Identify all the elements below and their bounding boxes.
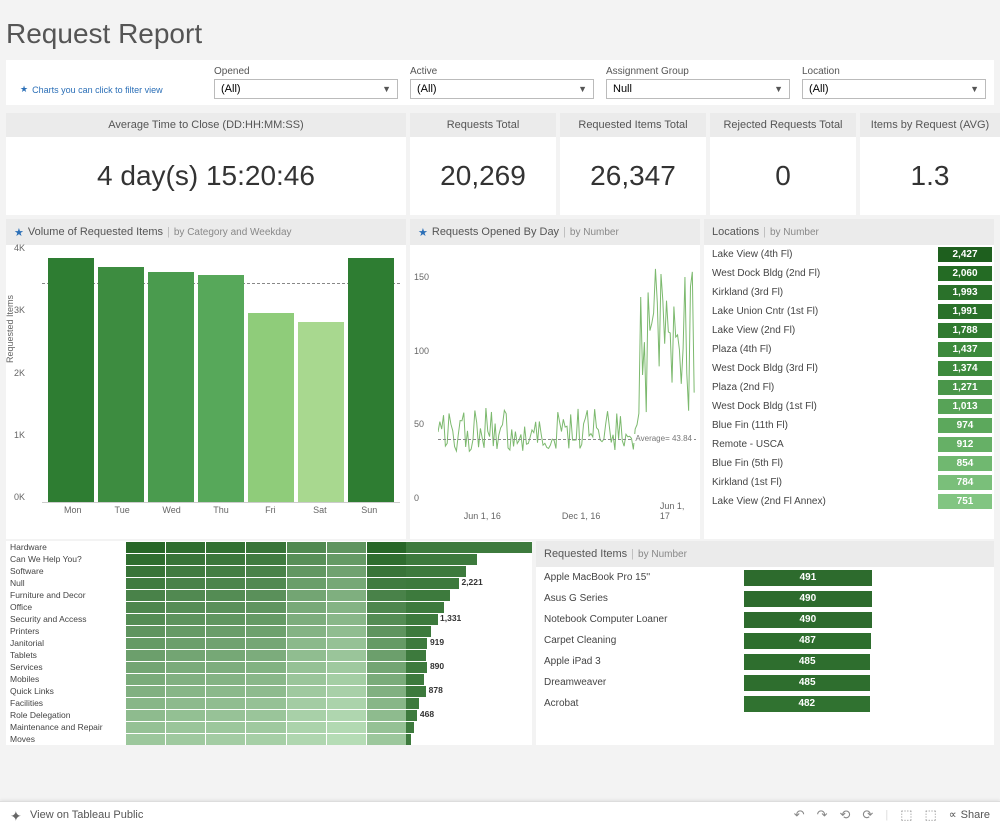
location-row[interactable]: West Dock Bldg (3rd Fl)1,374 bbox=[704, 359, 994, 378]
location-row[interactable]: Lake View (2nd Fl Annex)751 bbox=[704, 492, 994, 511]
heatmap-row[interactable]: Moves bbox=[6, 733, 532, 745]
share-button[interactable]: ∝ Share bbox=[949, 808, 990, 821]
opened-line-chart[interactable]: 050100150Jun 1, 16Dec 1, 16Jun 1, 17Aver… bbox=[410, 245, 700, 539]
requested-item-row[interactable]: Apple MacBook Pro 15'' 491 bbox=[536, 567, 994, 588]
alert-icon[interactable]: ⬚ bbox=[924, 807, 936, 823]
star-icon: ★ bbox=[14, 226, 24, 239]
kpi-header: Requested Items Total bbox=[560, 113, 706, 137]
refresh-icon[interactable]: ⟳ bbox=[862, 807, 873, 823]
star-icon: ★ bbox=[20, 84, 28, 95]
locations-list[interactable]: Lake View (4th Fl)2,427West Dock Bldg (2… bbox=[704, 245, 994, 539]
page-title: Request Report bbox=[6, 6, 994, 60]
filter-select-opened[interactable]: (All)▼ bbox=[214, 79, 398, 99]
heatmap-row[interactable]: Furniture and Decor bbox=[6, 589, 532, 601]
location-row[interactable]: West Dock Bldg (2nd Fl)2,060 bbox=[704, 264, 994, 283]
location-row[interactable]: Lake Union Cntr (1st Fl)1,991 bbox=[704, 302, 994, 321]
heatmap-row[interactable]: Facilities bbox=[6, 697, 532, 709]
heatmap-row[interactable]: Mobiles bbox=[6, 673, 532, 685]
requested-item-row[interactable]: Carpet Cleaning 487 bbox=[536, 630, 994, 651]
location-row[interactable]: Blue Fin (11th Fl)974 bbox=[704, 416, 994, 435]
heatmap-row[interactable]: Security and Access 1,331 bbox=[6, 613, 532, 625]
kpi-header: Items by Request (AVG) bbox=[860, 113, 1000, 137]
filter-hint: ★ Charts you can click to filter view bbox=[10, 84, 210, 99]
requested-item-row[interactable]: Asus G Series 490 bbox=[536, 588, 994, 609]
kpi-value: 0 bbox=[710, 137, 856, 215]
requested-item-row[interactable]: Acrobat 482 bbox=[536, 693, 994, 714]
location-row[interactable]: Kirkland (1st Fl)784 bbox=[704, 473, 994, 492]
chevron-down-icon: ▼ bbox=[970, 84, 979, 94]
requested-item-row[interactable]: Dreamweaver 485 bbox=[536, 672, 994, 693]
footer-bar: View on Tableau Public ↶ ↷ ⟲ ⟳ | ⬚ ⬚ ∝ S… bbox=[0, 801, 1000, 827]
filter-row: ★ Charts you can click to filter view Op… bbox=[6, 60, 994, 105]
undo-icon[interactable]: ↶ bbox=[794, 807, 805, 823]
heatmap-row[interactable]: Tablets bbox=[6, 649, 532, 661]
filter-label: Active bbox=[410, 66, 594, 77]
view-on-tableau-link[interactable]: View on Tableau Public bbox=[10, 808, 143, 822]
kpi-value: 4 day(s) 15:20:46 bbox=[6, 137, 406, 215]
requested-items-title: Requested Items | by Number bbox=[536, 541, 994, 567]
kpi-value: 1.3 bbox=[860, 137, 1000, 215]
heatmap-row[interactable]: Can We Help You? bbox=[6, 553, 532, 565]
share-icon: ∝ bbox=[949, 808, 957, 821]
filter-label: Assignment Group bbox=[606, 66, 790, 77]
heatmap-row[interactable]: Services 890 bbox=[6, 661, 532, 673]
chevron-down-icon: ▼ bbox=[578, 84, 587, 94]
heatmap-row[interactable]: Software bbox=[6, 565, 532, 577]
kpi-header: Rejected Requests Total bbox=[710, 113, 856, 137]
location-row[interactable]: Plaza (4th Fl)1,437 bbox=[704, 340, 994, 359]
heatmap-row[interactable]: Hardware bbox=[6, 541, 532, 553]
location-row[interactable]: Plaza (2nd Fl)1,271 bbox=[704, 378, 994, 397]
filter-hint-text: Charts you can click to filter view bbox=[32, 85, 163, 95]
chevron-down-icon: ▼ bbox=[382, 84, 391, 94]
kpi-header: Average Time to Close (DD:HH:MM:SS) bbox=[6, 113, 406, 137]
heatmap-row[interactable]: Null 2,221 bbox=[6, 577, 532, 589]
heatmap-row[interactable]: Maintenance and Repair bbox=[6, 721, 532, 733]
heatmap-row[interactable]: Printers bbox=[6, 625, 532, 637]
opened-panel-title: ★ Requests Opened By Day | by Number bbox=[410, 219, 700, 245]
location-row[interactable]: Lake View (2nd Fl)1,788 bbox=[704, 321, 994, 340]
location-row[interactable]: Lake View (4th Fl)2,427 bbox=[704, 245, 994, 264]
location-row[interactable]: West Dock Bldg (1st Fl)1,013 bbox=[704, 397, 994, 416]
filter-label: Location bbox=[802, 66, 986, 77]
heatmap-row[interactable]: Office bbox=[6, 601, 532, 613]
kpi-value: 20,269 bbox=[410, 137, 556, 215]
chevron-down-icon: ▼ bbox=[774, 84, 783, 94]
location-row[interactable]: Remote - USCA912 bbox=[704, 435, 994, 454]
tableau-logo-icon bbox=[10, 808, 24, 822]
volume-panel-title: ★ Volume of Requested Items | by Categor… bbox=[6, 219, 406, 245]
revert-icon[interactable]: ⟲ bbox=[840, 807, 851, 823]
requested-items-list[interactable]: Apple MacBook Pro 15'' 491Asus G Series … bbox=[536, 567, 994, 714]
filter-select-location[interactable]: (All)▼ bbox=[802, 79, 986, 99]
requested-item-row[interactable]: Notebook Computer Loaner 490 bbox=[536, 609, 994, 630]
volume-bar-chart[interactable]: Requested Items 0K1K2K3K4K MonTueWedThuF… bbox=[6, 245, 406, 539]
requested-item-row[interactable]: Apple iPad 3 485 bbox=[536, 651, 994, 672]
location-row[interactable]: Blue Fin (5th Fl)854 bbox=[704, 454, 994, 473]
star-icon: ★ bbox=[418, 226, 428, 239]
kpi-value: 26,347 bbox=[560, 137, 706, 215]
location-row[interactable]: Kirkland (3rd Fl)1,993 bbox=[704, 283, 994, 302]
filter-select-active[interactable]: (All)▼ bbox=[410, 79, 594, 99]
filter-select-assignment group[interactable]: Null▼ bbox=[606, 79, 790, 99]
heatmap-row[interactable]: Role Delegation 468 bbox=[6, 709, 532, 721]
device-icon[interactable]: ⬚ bbox=[900, 807, 912, 823]
heatmap-row[interactable]: Janitorial 919 bbox=[6, 637, 532, 649]
heatmap-row[interactable]: Quick Links 878 bbox=[6, 685, 532, 697]
kpi-header: Requests Total bbox=[410, 113, 556, 137]
locations-panel-title: Locations | by Number bbox=[704, 219, 994, 245]
redo-icon[interactable]: ↷ bbox=[817, 807, 828, 823]
filter-label: Opened bbox=[214, 66, 398, 77]
heatmap-panel[interactable]: Hardware Can We Help You? Software Null … bbox=[6, 541, 532, 745]
